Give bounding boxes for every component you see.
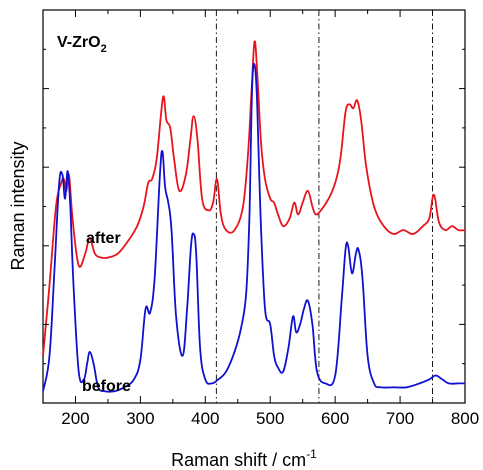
x-tick-labels: 200 300 400 500 600 700 800 — [61, 409, 479, 428]
sample-label: V-ZrO2 — [57, 34, 107, 55]
reference-lines — [215, 10, 433, 403]
x-tick-label-600: 600 — [321, 409, 349, 428]
y-axis-title: Raman intensity — [8, 141, 28, 270]
x-axis-title: Raman shift / cm-1 — [171, 447, 317, 470]
sample-label-subscript: 2 — [101, 43, 107, 55]
x-axis-title-text: Raman shift / cm — [171, 450, 306, 470]
series-line-after — [42, 40, 466, 356]
x-tick-label-200: 200 — [61, 409, 89, 428]
x-tick-label-700: 700 — [386, 409, 414, 428]
x-tick-label-800: 800 — [451, 409, 479, 428]
x-axis-title-superscript: -1 — [306, 447, 317, 461]
series-label-before: before — [82, 378, 131, 395]
sample-label-main: V-ZrO — [57, 34, 101, 51]
series-line-before — [42, 62, 465, 393]
series-group — [42, 40, 466, 393]
x-tick-label-400: 400 — [191, 409, 219, 428]
axis-ticks — [42, 9, 466, 404]
series-label-after: after — [86, 230, 121, 247]
x-tick-label-300: 300 — [126, 409, 154, 428]
plot-frame — [42, 9, 466, 404]
x-tick-label-500: 500 — [256, 409, 284, 428]
